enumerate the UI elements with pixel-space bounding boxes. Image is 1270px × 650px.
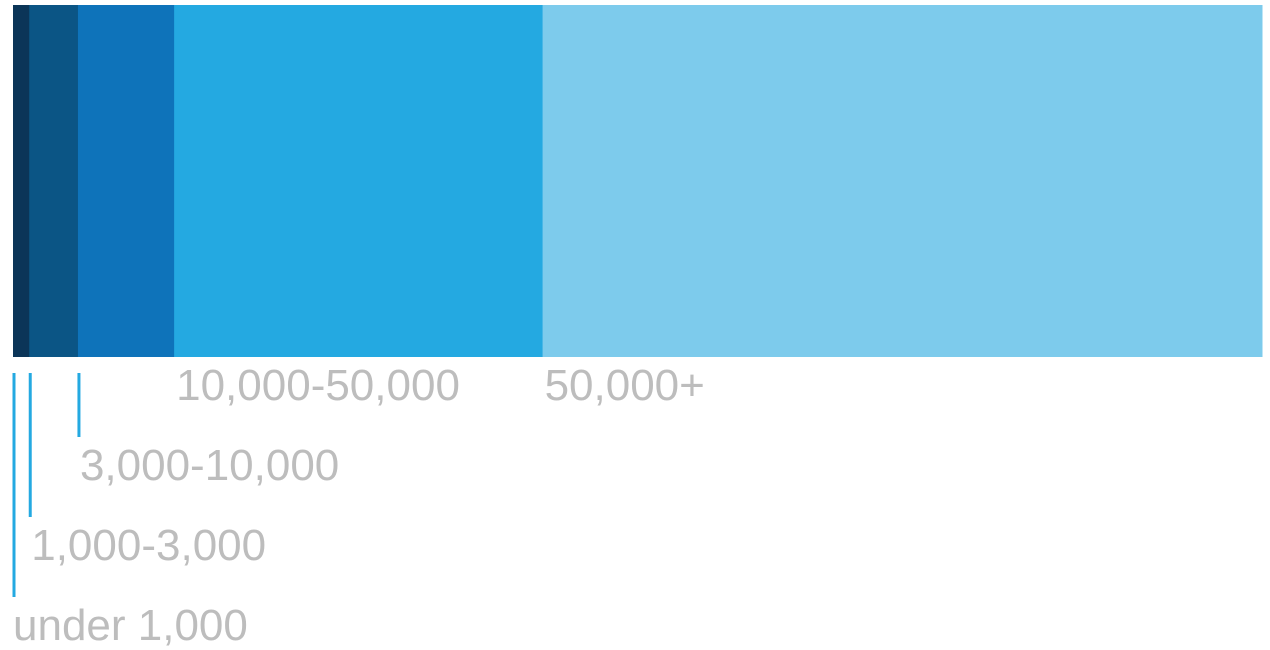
category-label: under 1,000: [13, 601, 248, 650]
leader-line-group: [12, 373, 81, 597]
category-label: 3,000-10,000: [80, 441, 339, 490]
bar-segment: [13, 5, 30, 357]
bar-segment: [29, 5, 79, 357]
category-label: 50,000+: [545, 361, 705, 410]
label-group: under 1,000 1,000-3,000 3,000-10,000 10,000…: [13, 361, 705, 650]
bar-segment: [174, 5, 544, 357]
bar-group: [13, 5, 1263, 357]
category-label: 1,000-3,000: [31, 521, 266, 570]
category-label: 10,000-50,000: [176, 361, 460, 410]
bar-segment: [542, 5, 1263, 357]
bar-segment: [77, 5, 175, 357]
